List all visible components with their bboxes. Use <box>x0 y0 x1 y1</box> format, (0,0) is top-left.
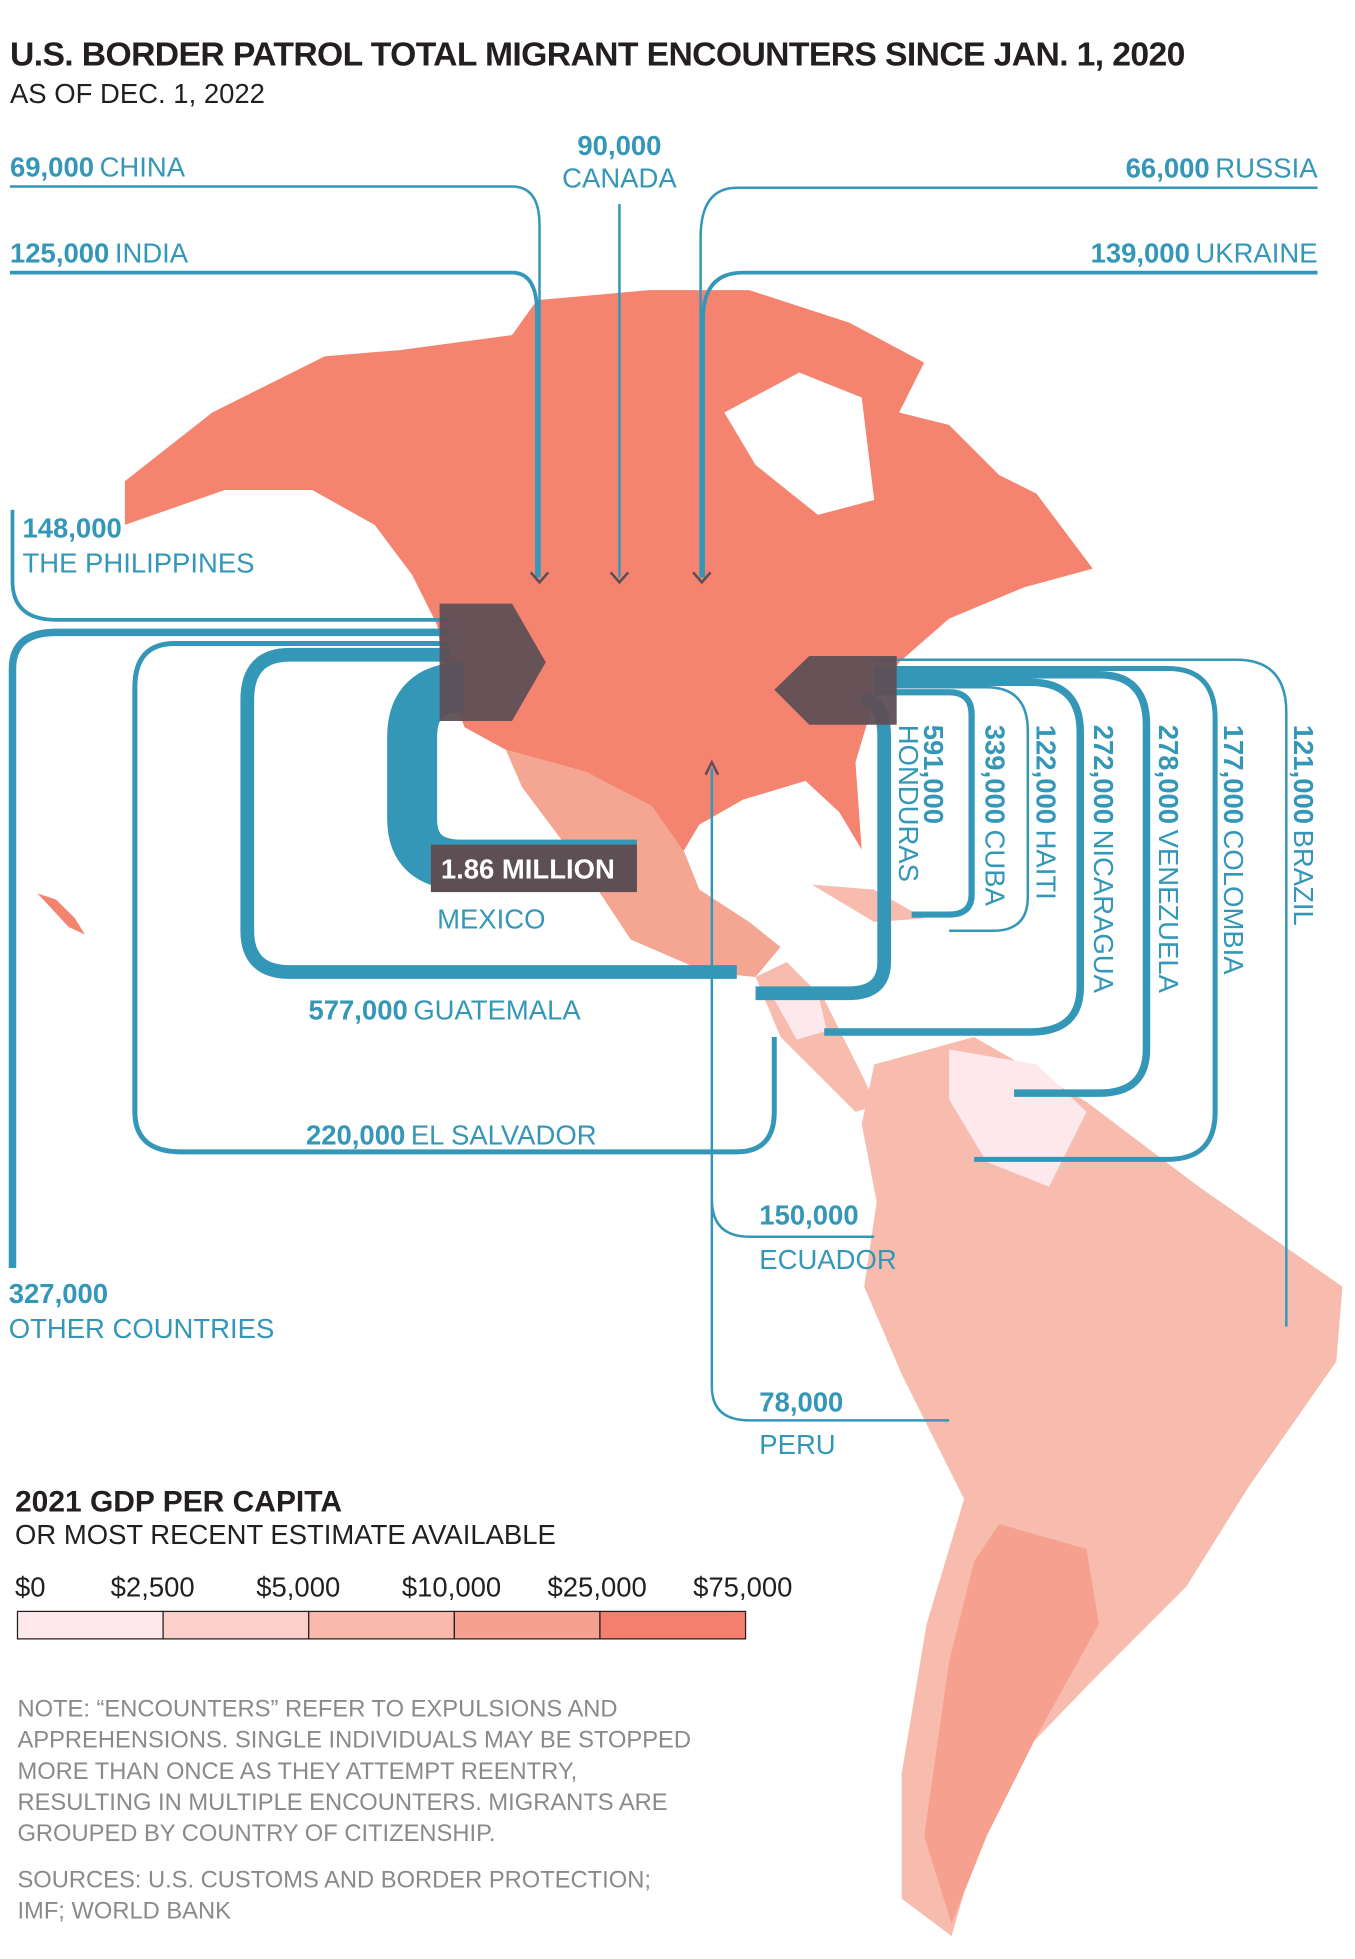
label-canada: CANADA <box>562 163 677 194</box>
cuba <box>811 884 925 923</box>
flow-china <box>9 185 541 578</box>
arrowhead-south-icon <box>704 759 720 776</box>
mexico-value-box <box>430 844 637 893</box>
note-line: RESULTING IN MULTIPLE ENCOUNTERS. MIGRAN… <box>17 1790 667 1816</box>
label-ukraine: 139,000 UKRAINE <box>1091 238 1318 269</box>
flow-peru <box>710 1199 950 1422</box>
east-flows <box>704 656 1288 1422</box>
legend-swatch <box>308 1610 455 1640</box>
flow-haiti <box>874 686 1030 933</box>
flow-colombia <box>874 666 1218 1162</box>
east-labels: 591,000 HONDURAS 339,000 CUBA 122,000 HA… <box>893 725 1319 994</box>
value-philippines: 148,000 <box>22 512 121 543</box>
note-line: GROUPED BY COUNTRY OF CITIZENSHIP. <box>17 1821 495 1847</box>
top-flows <box>9 185 1318 585</box>
flow-other <box>8 628 450 1268</box>
hawaii <box>37 893 85 935</box>
flow-venezuela <box>874 671 1151 1097</box>
label-cuba: 339,000 CUBA <box>979 725 1010 907</box>
legend-subtitle: OR MOST RECENT ESTIMATE AVAILABLE <box>15 1519 556 1550</box>
label-peru: PERU <box>759 1429 835 1460</box>
label-russia: 66,000 RUSSIA <box>1126 153 1319 184</box>
legend-tick-label: $10,000 <box>402 1571 501 1602</box>
legend-swatch <box>453 1610 601 1640</box>
value-mexico: 1.86 MILLION <box>441 853 615 884</box>
note-line: MORE THAN ONCE AS THEY ATTEMPT REENTRY, <box>17 1759 577 1785</box>
legend-tick-label: $5,000 <box>256 1571 340 1602</box>
flow-nicaragua <box>824 678 1084 1036</box>
flow-cuba <box>874 689 975 918</box>
legend-swatch <box>599 1610 747 1640</box>
label-brazil: 121,000 BRAZIL <box>1288 725 1319 926</box>
legend-swatch <box>162 1610 310 1640</box>
legend-swatch <box>16 1610 164 1640</box>
southern-cone <box>924 1523 1099 1924</box>
chart-subtitle: AS OF DEC. 1, 2022 <box>10 78 265 109</box>
flow-philippines <box>10 509 450 622</box>
hudson-bay <box>724 372 875 515</box>
label-mexico: MEXICO <box>437 903 545 934</box>
arrowhead-icons <box>529 571 712 585</box>
label-guatemala: 577,000 GUATEMALA <box>308 994 581 1025</box>
legend-tick-label: $75,000 <box>693 1571 792 1602</box>
legend-title: 2021 GDP PER CAPITA <box>15 1486 342 1519</box>
sources-line: IMF; WORLD BANK <box>17 1899 231 1925</box>
note-line: NOTE: “ENCOUNTERS” REFER TO EXPULSIONS A… <box>17 1696 617 1722</box>
flow-guatemala <box>240 647 737 979</box>
flow-ukraine <box>701 270 1318 578</box>
flow-india <box>9 270 539 578</box>
arrow-west-icon <box>439 603 546 721</box>
value-honduras: 591,000 <box>918 725 949 824</box>
label-honduras: HONDURAS <box>893 725 924 882</box>
label-china: 69,000 CHINA <box>10 151 186 182</box>
flow-russia <box>699 186 1318 578</box>
notes: NOTE: “ENCOUNTERS” REFER TO EXPULSIONS A… <box>17 1696 691 1924</box>
label-india: 125,000 INDIA <box>10 238 189 269</box>
arrow-east-icon <box>774 656 897 725</box>
value-ecuador: 150,000 <box>759 1199 858 1230</box>
label-venezuela: 278,000 VENEZUELA <box>1153 725 1184 994</box>
gdp-legend: 2021 GDP PER CAPITA OR MOST RECENT ESTIM… <box>15 1486 792 1640</box>
label-haiti: 122,000 HAITI <box>1031 725 1062 900</box>
legend-tick-label: $0 <box>15 1571 46 1602</box>
label-ecuador: ECUADOR <box>759 1244 896 1275</box>
value-other: 327,000 <box>9 1278 108 1309</box>
label-other: OTHER COUNTRIES <box>9 1313 275 1344</box>
legend-tick-label: $25,000 <box>547 1571 646 1602</box>
label-el-salvador: 220,000 EL SALVADOR <box>306 1119 597 1150</box>
venezuela <box>949 1049 1087 1187</box>
sources-line: SOURCES: U.S. CUSTOMS AND BORDER PROTECT… <box>17 1867 650 1893</box>
label-philippines: THE PHILIPPINES <box>22 547 254 578</box>
note-line: APPREHENSIONS. SINGLE INDIVIDUALS MAY BE… <box>17 1728 691 1754</box>
label-nicaragua: 272,000 NICARAGUA <box>1088 725 1119 994</box>
map <box>37 290 1343 1937</box>
label-colombia: 177,000 COLOMBIA <box>1218 725 1249 976</box>
flow-el-salvador <box>132 641 777 1155</box>
value-peru: 78,000 <box>759 1387 843 1418</box>
central-america-low <box>774 993 827 1040</box>
flow-brazil <box>874 658 1288 1327</box>
value-canada: 90,000 <box>577 130 661 161</box>
legend-tick-label: $2,500 <box>111 1571 195 1602</box>
chart-title: U.S. BORDER PATROL TOTAL MIGRANT ENCOUNT… <box>10 35 1185 73</box>
